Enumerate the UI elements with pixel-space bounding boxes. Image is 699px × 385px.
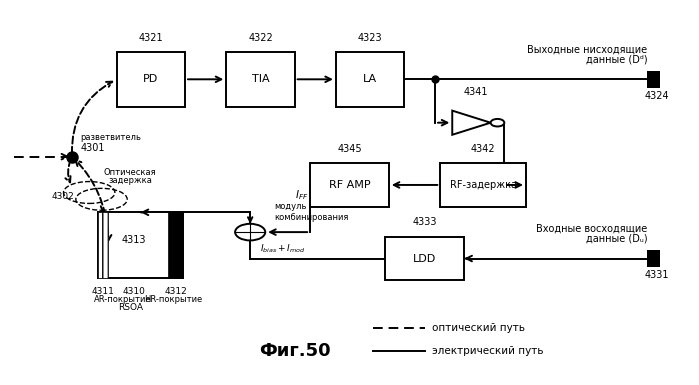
Text: Оптическая: Оптическая — [104, 167, 157, 177]
Bar — [440, 163, 526, 207]
Text: электрический путь: электрический путь — [432, 346, 543, 356]
Text: 4331: 4331 — [644, 270, 669, 280]
Text: 4341: 4341 — [464, 87, 489, 97]
Text: 4345: 4345 — [337, 144, 362, 154]
Text: 4342: 4342 — [470, 144, 496, 154]
Text: $I_{bias}+I_{mod}$: $I_{bias}+I_{mod}$ — [261, 242, 306, 255]
Text: задержка: задержка — [108, 176, 152, 185]
Text: данные (Dᵈ): данные (Dᵈ) — [586, 54, 647, 64]
Text: TIA: TIA — [252, 74, 269, 84]
Bar — [98, 212, 183, 278]
Polygon shape — [452, 110, 491, 135]
Text: разветвитель: разветвитель — [80, 133, 141, 142]
Text: 4313: 4313 — [122, 235, 146, 244]
Text: HR-покрытие: HR-покрытие — [144, 295, 202, 303]
Text: Фиг.50: Фиг.50 — [259, 342, 331, 360]
Text: RF-задержка: RF-задержка — [449, 180, 517, 190]
Text: 4302: 4302 — [52, 192, 74, 201]
Text: 4321: 4321 — [138, 32, 163, 42]
Text: модуль: модуль — [274, 203, 307, 211]
Bar — [117, 52, 185, 107]
Bar — [647, 71, 660, 88]
Text: оптический путь: оптический путь — [432, 323, 525, 333]
Text: Входные восходящие: Входные восходящие — [536, 224, 647, 234]
Text: LDD: LDD — [413, 254, 436, 263]
Text: 4333: 4333 — [412, 218, 437, 228]
Circle shape — [491, 119, 504, 127]
Text: 4322: 4322 — [248, 32, 273, 42]
Bar — [336, 52, 404, 107]
Circle shape — [235, 224, 265, 240]
Text: RF AMP: RF AMP — [329, 180, 370, 190]
Text: 4324: 4324 — [644, 90, 669, 100]
Text: PD: PD — [143, 74, 159, 84]
Text: AR-покрытие: AR-покрытие — [94, 295, 152, 303]
Text: 4310: 4310 — [122, 287, 145, 296]
Text: комбинирования: комбинирования — [274, 213, 349, 221]
Bar — [168, 212, 183, 278]
Bar — [647, 250, 660, 267]
Text: RSOA: RSOA — [118, 303, 143, 312]
Text: 4323: 4323 — [358, 32, 382, 42]
Text: 4312: 4312 — [164, 287, 187, 296]
Text: LA: LA — [363, 74, 377, 84]
Text: Выходные нисходящие: Выходные нисходящие — [527, 45, 647, 55]
Text: 4301: 4301 — [80, 143, 105, 153]
Text: данные (Dᵤ): данные (Dᵤ) — [586, 233, 647, 243]
Text: $I_{FF}$: $I_{FF}$ — [295, 188, 309, 202]
Text: 4311: 4311 — [92, 287, 115, 296]
Bar — [226, 52, 295, 107]
Bar — [310, 163, 389, 207]
Bar — [98, 212, 108, 278]
Bar — [385, 237, 464, 280]
